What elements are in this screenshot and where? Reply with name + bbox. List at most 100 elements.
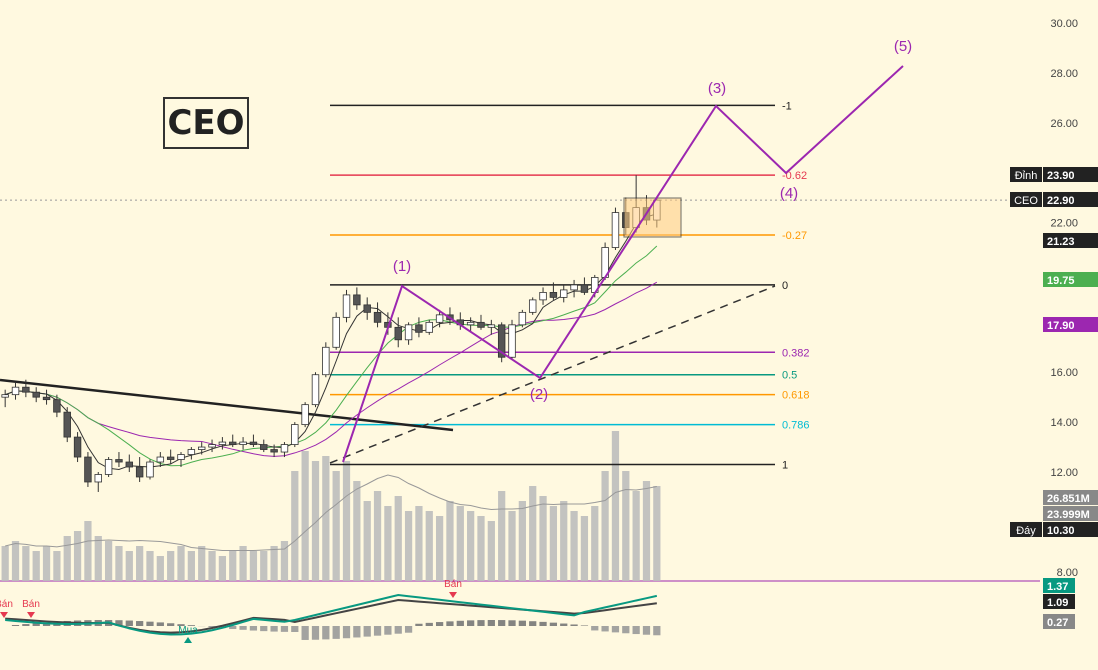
- candle-body: [73, 436, 82, 458]
- volume-bar: [342, 461, 351, 581]
- candle-body: [53, 399, 61, 413]
- candle-body: [42, 396, 51, 401]
- macd-histogram-bar: [560, 623, 568, 626]
- candle-body: [229, 441, 237, 445]
- price-tag-label-bg: [1010, 167, 1042, 182]
- candle-body: [291, 424, 299, 445]
- signal-label: Bán: [22, 599, 40, 610]
- price-tag-value: 23.999M: [1047, 509, 1090, 521]
- fib-level-label: 0.5: [782, 370, 797, 382]
- volume-bar: [208, 551, 216, 581]
- volume-bar: [446, 501, 454, 581]
- volume-bar: [32, 551, 40, 581]
- macd-histogram-bar: [32, 623, 40, 626]
- volume-bar: [187, 551, 195, 581]
- indicator-tag-bg: [1043, 614, 1075, 629]
- candle-body: [311, 374, 320, 406]
- candle-body: [166, 456, 175, 460]
- candle-body: [322, 346, 330, 376]
- candle-body: [404, 324, 413, 341]
- volume-bar: [270, 546, 278, 581]
- volume-bar: [177, 546, 185, 581]
- volume-bar: [280, 541, 289, 581]
- signal-marker-icon: [184, 637, 192, 643]
- macd-histogram-bar: [632, 626, 640, 635]
- macd-histogram-bar: [260, 626, 268, 632]
- wave-label: (5): [894, 38, 912, 55]
- macd-histogram-bar: [446, 621, 454, 626]
- wave-label: (1): [393, 258, 411, 275]
- macd-histogram-bar: [301, 626, 309, 640]
- volume-bar: [467, 511, 475, 581]
- candle-body: [239, 441, 247, 445]
- candle-body: [11, 386, 20, 396]
- macd-histogram-bar: [549, 622, 558, 626]
- macd-histogram-bar: [342, 626, 351, 639]
- volume-bar: [198, 546, 206, 581]
- price-tag-bg: [1043, 506, 1098, 521]
- candle-body: [353, 294, 361, 306]
- volume-bar: [73, 531, 82, 581]
- volume-bar: [435, 516, 444, 581]
- ticker-symbol-box: CEO: [163, 97, 249, 149]
- y-tick-label: 30.00: [1050, 18, 1078, 30]
- fib-level-label: -0.62: [782, 170, 807, 182]
- candle-body: [332, 316, 340, 348]
- y-tick-label: 8.00: [1057, 567, 1078, 579]
- price-tag-bg: [1043, 272, 1098, 287]
- candle-body: [477, 321, 485, 328]
- volume-bar: [404, 511, 413, 581]
- price-tag-bg: [1043, 233, 1098, 248]
- signal-label: Bán: [0, 599, 13, 610]
- macd-histogram-bar: [332, 626, 340, 639]
- volume-bar: [332, 471, 340, 581]
- volume-bar: [415, 506, 423, 581]
- fib-level-label: -0.27: [782, 230, 807, 242]
- macd-histogram-bar: [280, 626, 289, 632]
- price-tag-label: Đỉnh: [1015, 170, 1038, 182]
- volume-bar: [11, 541, 20, 581]
- volume-bar: [622, 471, 630, 581]
- volume-bar: [539, 496, 547, 581]
- macd-histogram-bar: [591, 626, 599, 631]
- macd-histogram-bar: [456, 620, 464, 626]
- macd-histogram-bar: [601, 626, 609, 632]
- candle-body: [218, 441, 227, 445]
- uptrend-dashed-line: [329, 285, 776, 464]
- candle-body: [270, 449, 278, 453]
- candle-body: [84, 456, 92, 483]
- price-tag-value: 26.851M: [1047, 493, 1090, 505]
- signal-label: Mua: [178, 625, 198, 636]
- fib-level-label: 0.786: [782, 420, 810, 432]
- candle-body: [363, 304, 371, 313]
- price-tag-bg: [1043, 522, 1098, 537]
- candle-body: [518, 311, 527, 326]
- price-tag-value: 10.30: [1047, 525, 1075, 537]
- macd-histogram-bar: [498, 620, 506, 626]
- signal-marker-icon: [0, 612, 8, 618]
- price-tag-value: 17.90: [1047, 320, 1075, 332]
- volume-bar: [373, 491, 382, 581]
- downtrend-line: [0, 378, 454, 432]
- y-tick-label: 26.00: [1050, 118, 1078, 130]
- fib-level-label: 0.618: [782, 390, 810, 402]
- volume-bar: [498, 491, 506, 581]
- macd-histogram-bar: [570, 624, 578, 626]
- candle-body: [560, 289, 568, 298]
- volume-bar: [653, 486, 661, 581]
- indicator-tag-bg: [1043, 594, 1075, 609]
- signal-label: Bán: [444, 579, 462, 590]
- volume-bar: [591, 506, 599, 581]
- volume-bar: [167, 551, 175, 581]
- volume-bar: [115, 546, 123, 581]
- macd-histogram-bar: [22, 624, 30, 626]
- candle-body: [425, 321, 433, 333]
- volume-bar: [487, 521, 495, 581]
- macd-histogram-bar: [487, 620, 495, 626]
- volume-bar: [549, 506, 558, 581]
- price-tag-bg: [1043, 167, 1098, 182]
- candle-body: [539, 292, 547, 301]
- ma-mid-line: [5, 245, 658, 467]
- macd-histogram-bar: [435, 622, 444, 626]
